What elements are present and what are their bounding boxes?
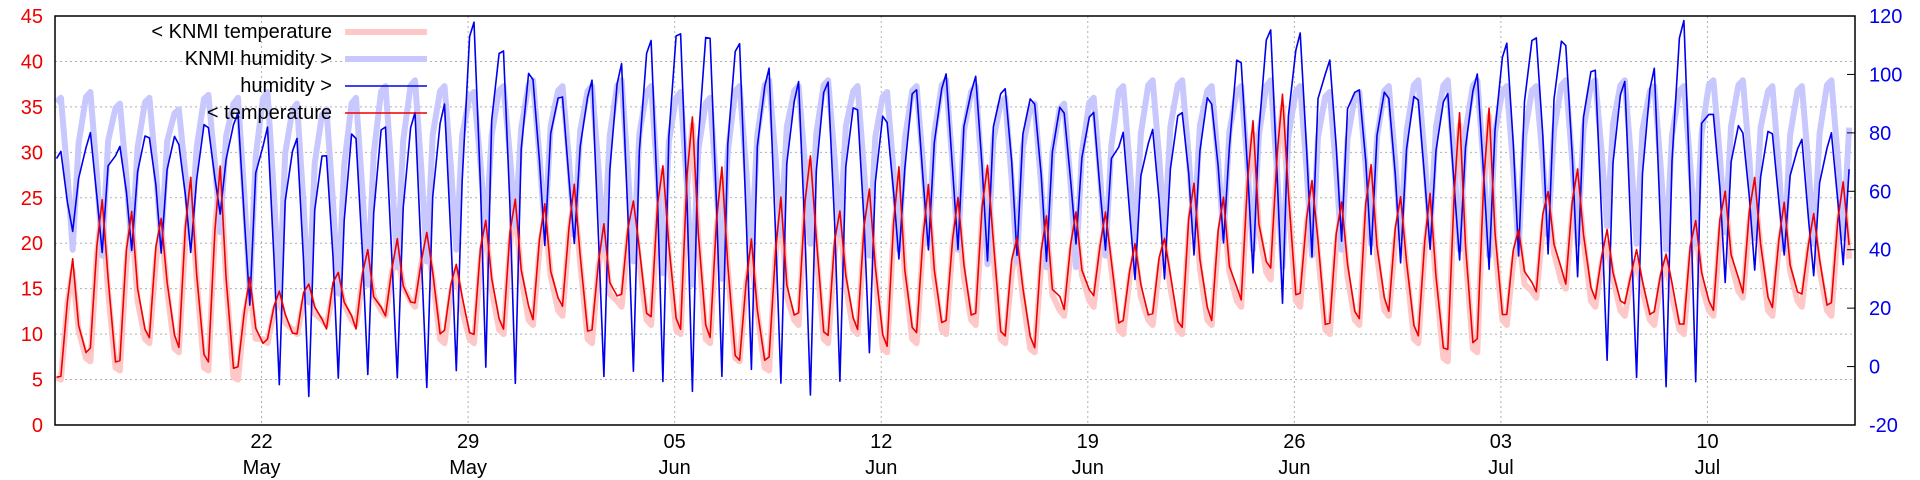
x-tick-day: 29	[457, 431, 479, 453]
y2-tick-label: 100	[1869, 64, 1902, 86]
legend: < KNMI temperature KNMI humidity > humidit…	[151, 21, 427, 124]
y-tick-label: 25	[21, 188, 43, 210]
x-tick-day: 10	[1696, 431, 1718, 453]
axes: 051015202530354045-2002040608010012022Ma…	[21, 6, 1903, 479]
y2-tick-label: 40	[1869, 240, 1891, 262]
y-tick-label: 35	[21, 97, 43, 119]
y-tick-label: 10	[21, 324, 43, 346]
legend-label: < temperature	[207, 102, 332, 124]
y2-tick-label: 0	[1869, 357, 1880, 379]
y-tick-label: 40	[21, 51, 43, 73]
x-tick-month: May	[243, 457, 281, 479]
x-tick-day: 12	[870, 431, 892, 453]
x-tick-day: 22	[250, 431, 272, 453]
x-tick-month: Jul	[1695, 457, 1721, 479]
y-tick-label: 5	[32, 370, 43, 392]
y2-tick-label: 60	[1869, 181, 1891, 203]
y-tick-label: 30	[21, 142, 43, 164]
y2-tick-label: 120	[1869, 6, 1902, 28]
legend-label: < KNMI temperature	[151, 21, 332, 43]
x-tick-month: Jun	[1278, 457, 1310, 479]
y2-tick-label: 20	[1869, 298, 1891, 320]
series-layer	[54, 19, 1853, 398]
x-tick-day: 03	[1490, 431, 1512, 453]
x-tick-month: Jun	[1072, 457, 1104, 479]
y-tick-label: 20	[21, 233, 43, 255]
x-tick-day: 05	[664, 431, 686, 453]
x-tick-month: May	[449, 457, 487, 479]
x-tick-day: 26	[1283, 431, 1305, 453]
y2-tick-label: 80	[1869, 123, 1891, 145]
x-tick-day: 19	[1077, 431, 1099, 453]
x-tick-month: Jun	[659, 457, 691, 479]
x-tick-month: Jul	[1488, 457, 1514, 479]
y2-tick-label: -20	[1869, 415, 1898, 437]
y-tick-label: 15	[21, 279, 43, 301]
y-tick-label: 0	[32, 415, 43, 437]
y-tick-label: 45	[21, 6, 43, 28]
legend-label: humidity >	[240, 75, 332, 97]
series-line-3	[56, 93, 1850, 379]
plot-frame	[54, 15, 1856, 426]
legend-label: KNMI humidity >	[185, 48, 332, 70]
x-tick-month: Jun	[865, 457, 897, 479]
